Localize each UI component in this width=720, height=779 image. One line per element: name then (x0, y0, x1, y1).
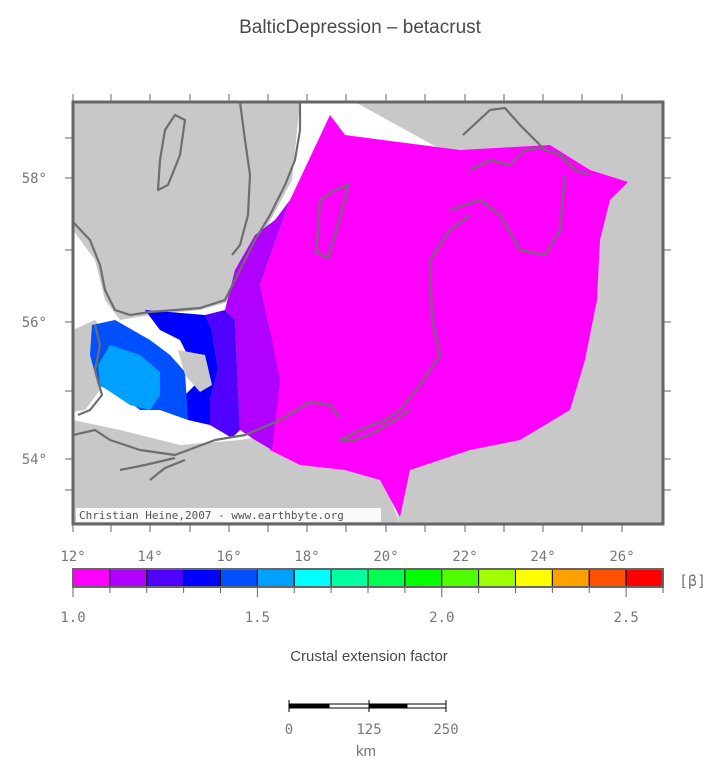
colorbar-swatch (515, 568, 553, 588)
colorbar-swatch (588, 568, 627, 588)
colorbar (72, 568, 664, 588)
zone-beta-1.1 (225, 200, 290, 450)
zone-beta-1.2 (205, 310, 240, 438)
scale-label-0: 0 (285, 722, 293, 738)
lon-label: 26° (609, 549, 634, 565)
colorbar-label: 2.5 (613, 610, 638, 626)
colorbar-swatch (551, 568, 590, 588)
colorbar-label: 2.0 (429, 610, 454, 626)
lon-label: 22° (452, 549, 477, 565)
colorbar-swatch (330, 568, 369, 588)
zone-beta-1.3 (145, 310, 218, 425)
credit-box (76, 508, 381, 522)
colorbar-swatch (367, 568, 406, 588)
colorbar-swatch (183, 568, 221, 588)
colorbar-swatch (625, 568, 664, 588)
colorbar-swatch (146, 568, 185, 588)
colorbar-ticks (72, 587, 664, 597)
frame-ticks (65, 94, 671, 532)
colorbar-swatch (404, 568, 443, 588)
map-frame (71, 100, 665, 526)
colorbar-title: Crustal extension factor (290, 648, 448, 665)
colorbar-unit: [β] (679, 572, 707, 590)
scale-unit: km (356, 743, 376, 760)
lon-label: 20° (373, 549, 398, 565)
lat-label: 54° (22, 452, 47, 468)
zone-beta-1.0 (260, 115, 628, 517)
colorbar-swatch (256, 568, 295, 588)
colorbar-label: 1.0 (60, 610, 85, 626)
extension-zones (90, 115, 628, 517)
zone-beta-1.5 (98, 345, 160, 410)
scale-label-250: 250 (433, 722, 458, 738)
colorbar-swatch (293, 568, 332, 588)
lon-label: 24° (530, 549, 555, 565)
colorbar-swatch (478, 568, 516, 588)
colorbar-swatch (441, 568, 480, 588)
scale-bar (288, 700, 447, 712)
lon-label: 16° (216, 549, 241, 565)
lon-label: 12° (60, 549, 85, 565)
scale-label-125: 125 (356, 722, 381, 738)
island-hole (178, 350, 212, 392)
lat-label: 56° (22, 315, 47, 331)
credit-text: Christian Heine,2007 - www.earthbyte.org (79, 509, 344, 522)
lon-label: 14° (137, 549, 162, 565)
lon-label: 18° (294, 549, 319, 565)
colorbar-swatch (220, 568, 258, 588)
lat-label: 58° (22, 171, 47, 187)
longitude-labels: 12° 14° 16° 18° 20° 22° 24° 26° (60, 549, 634, 565)
colorbar-swatch (72, 568, 111, 588)
colorbar-swatch (109, 568, 148, 588)
coastlines (73, 102, 591, 481)
colorbar-label: 1.5 (245, 610, 270, 626)
colorbar-tick-labels: 1.0 1.5 2.0 2.5 (60, 610, 638, 626)
map-title: BalticDepression – betacrust (239, 17, 481, 38)
latitude-labels: 58° 56° 54° (22, 171, 47, 468)
